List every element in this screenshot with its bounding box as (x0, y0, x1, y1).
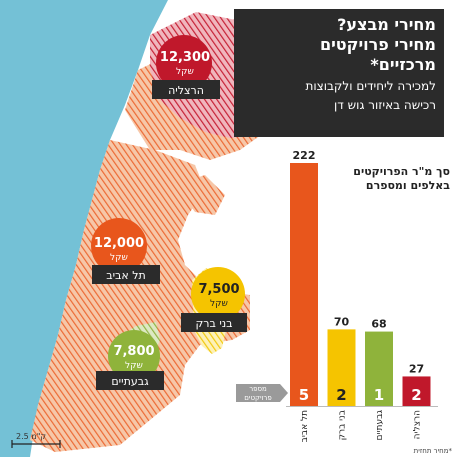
tel-aviv-marker: 12,000 שקל תל אביב (91, 218, 160, 284)
bar-0 (290, 163, 318, 406)
bnei-brak-unit: שקל (210, 299, 228, 309)
chart-title: סך מ"ר הפרויקטים באלפים ומספרם (300, 165, 450, 193)
bar-value-label-0: 222 (293, 149, 316, 162)
givatayim-label: גבעתיים (111, 375, 149, 388)
land-region (30, 140, 250, 452)
category-label-3: הרצליה (413, 410, 423, 439)
sea (0, 0, 168, 457)
category-label-0: תל אביב (300, 410, 310, 442)
bar-value-label-1: 70 (334, 315, 350, 328)
bar-chart: 222 5 תל אביב 70 2 בני ברק 68 1 גבעתיים 27 2 הרצליה (286, 149, 438, 442)
tel-aviv-unit: שקל (110, 253, 128, 263)
bnei-brak-price: 7,500 (198, 282, 239, 297)
bnei-brak-label: בני ברק (195, 317, 232, 330)
bar-2 (365, 331, 393, 406)
herzliya-unit: שקל (176, 67, 194, 77)
givatayim-unit: שקל (125, 361, 143, 371)
tel-aviv-label: תל אביב (106, 269, 146, 282)
scale-bar (11, 440, 61, 448)
credit-note: *מחיר תחזית (413, 447, 452, 455)
scale-label: 2.5 ק"מ (16, 432, 47, 441)
category-label-2: גבעתיים (375, 410, 385, 441)
category-label-1: בני ברק (338, 410, 348, 440)
bar-project-count-2: 1 (374, 386, 384, 404)
bar-value-label-3: 27 (409, 362, 424, 375)
title-line-1: מחירי מבצע? (337, 15, 436, 34)
projects-legend-line2: פרויקטים (244, 394, 272, 402)
bar-3 (402, 376, 431, 406)
bar-project-count-3: 2 (411, 386, 421, 404)
bar-project-count-1: 2 (336, 386, 346, 404)
title-box: מחירי מבצע? מחירי פרויקטים מרכזיים* למכי… (234, 9, 444, 137)
bar-value-label-2: 68 (371, 318, 386, 331)
bnei-brak-marker: 7,500 שקל בני ברק (181, 267, 247, 332)
herzliya-marker: 12,300 שקל הרצליה (152, 35, 220, 99)
herzliya-label: הרצליה (168, 84, 204, 97)
givatayim-price: 7,800 (113, 344, 154, 359)
tel-aviv-price: 12,000 (94, 236, 144, 251)
bar-1 (327, 329, 356, 406)
herzliya-price: 12,300 (160, 50, 210, 65)
subtitle-line-2: רכישה באיזור גוש דן (334, 98, 436, 112)
bar-project-count-0: 5 (299, 386, 309, 404)
projects-legend-line1: מספר (249, 385, 267, 393)
subtitle-line-1: למכירה ליחידים ולקבוצות (305, 79, 436, 93)
chart-title-line-1: סך מ"ר הפרויקטים (353, 165, 450, 178)
title-line-3: מרכזיים* (370, 55, 436, 74)
chart-title-line-2: באלפים ומספרם (365, 179, 450, 192)
land-region (175, 175, 225, 215)
title-line-2: מחירי פרויקטים (319, 35, 436, 54)
givatayim-marker: 7,800 שקל גבעתיים (96, 330, 164, 390)
projects-legend: מספר פרויקטים (236, 384, 288, 402)
